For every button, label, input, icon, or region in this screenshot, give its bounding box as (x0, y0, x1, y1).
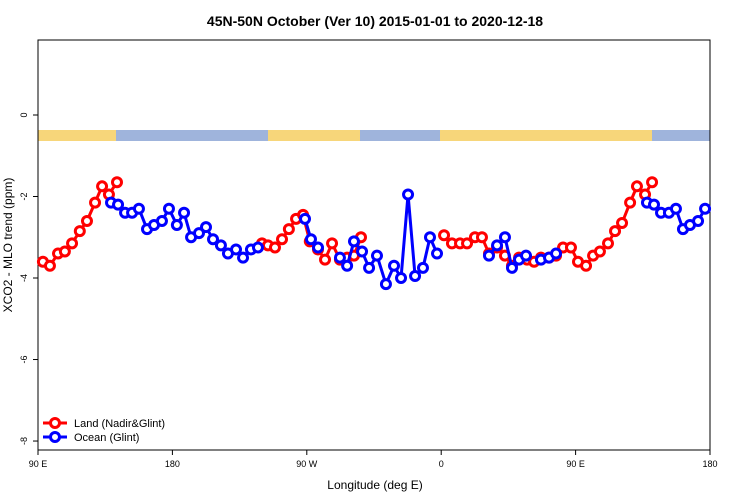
point (268, 241, 281, 254)
point (388, 259, 401, 272)
legend-label: Land (Nadir&Glint) (74, 418, 165, 430)
point (73, 225, 86, 238)
chart-title: 45N-50N October (Ver 10) 2015-01-01 to 2… (207, 13, 543, 29)
point (395, 272, 408, 285)
point (58, 245, 71, 258)
point (43, 259, 56, 272)
point (178, 206, 191, 219)
point (564, 241, 577, 254)
x-tick-label: 180 (702, 459, 717, 469)
y-axis-label: XCO2 - MLO trend (ppm) (1, 178, 15, 313)
point (312, 241, 324, 254)
point (520, 249, 533, 262)
point (461, 237, 474, 250)
point (648, 198, 660, 211)
point (319, 253, 332, 266)
point (646, 176, 659, 189)
point (593, 245, 606, 258)
point (192, 227, 205, 240)
point (347, 235, 360, 248)
point (580, 259, 593, 272)
point (326, 237, 339, 250)
point (80, 214, 93, 227)
plot-frame (37, 39, 711, 451)
point (482, 249, 495, 262)
point (624, 196, 637, 209)
x-tick-label: 90 E (566, 459, 585, 469)
y-tick-label: 0 (19, 112, 29, 117)
point (602, 237, 615, 250)
point (66, 237, 79, 250)
point (207, 233, 220, 246)
legend-marker (49, 417, 61, 429)
point (155, 214, 168, 227)
point (333, 251, 346, 264)
land-ocean-strip (38, 130, 710, 141)
point (170, 219, 183, 232)
point (304, 233, 317, 246)
point (162, 202, 175, 215)
point (669, 202, 682, 215)
x-tick-label: 0 (439, 459, 444, 469)
point (237, 251, 250, 264)
point (251, 241, 264, 254)
point (299, 212, 312, 225)
point (276, 233, 289, 246)
x-tick-label: 90 E (29, 459, 48, 469)
point (96, 180, 109, 193)
point (370, 249, 383, 262)
x-tick-label: 90 W (296, 459, 318, 469)
point (356, 245, 369, 258)
point (616, 216, 629, 229)
y-tick-label: -6 (19, 356, 29, 364)
legend-marker (49, 431, 61, 443)
point (282, 223, 295, 236)
point (341, 259, 354, 272)
x-axis-label: Longitude (deg E) (327, 478, 422, 492)
point (609, 225, 622, 238)
point (402, 188, 415, 201)
point (505, 261, 518, 274)
point (112, 198, 125, 211)
point (230, 243, 243, 256)
point (431, 247, 444, 260)
point (110, 176, 123, 189)
point (89, 196, 102, 209)
legend-label: Ocean (Glint) (74, 432, 139, 444)
point (416, 261, 429, 274)
point (379, 278, 392, 291)
series-line (110, 194, 707, 289)
point (409, 269, 422, 282)
point (424, 231, 436, 244)
x-tick-label: 180 (165, 459, 180, 469)
point (363, 261, 376, 274)
point (630, 180, 643, 193)
point (132, 202, 145, 215)
y-tick-label: -4 (19, 274, 29, 282)
point (438, 229, 451, 242)
point (699, 202, 712, 215)
point (214, 239, 227, 252)
y-tick-label: -2 (19, 192, 29, 200)
point (491, 239, 504, 252)
point (550, 247, 563, 260)
y-tick-label: -8 (19, 437, 29, 445)
point (475, 231, 488, 244)
point (692, 214, 705, 227)
point (200, 221, 212, 234)
point (498, 231, 511, 244)
